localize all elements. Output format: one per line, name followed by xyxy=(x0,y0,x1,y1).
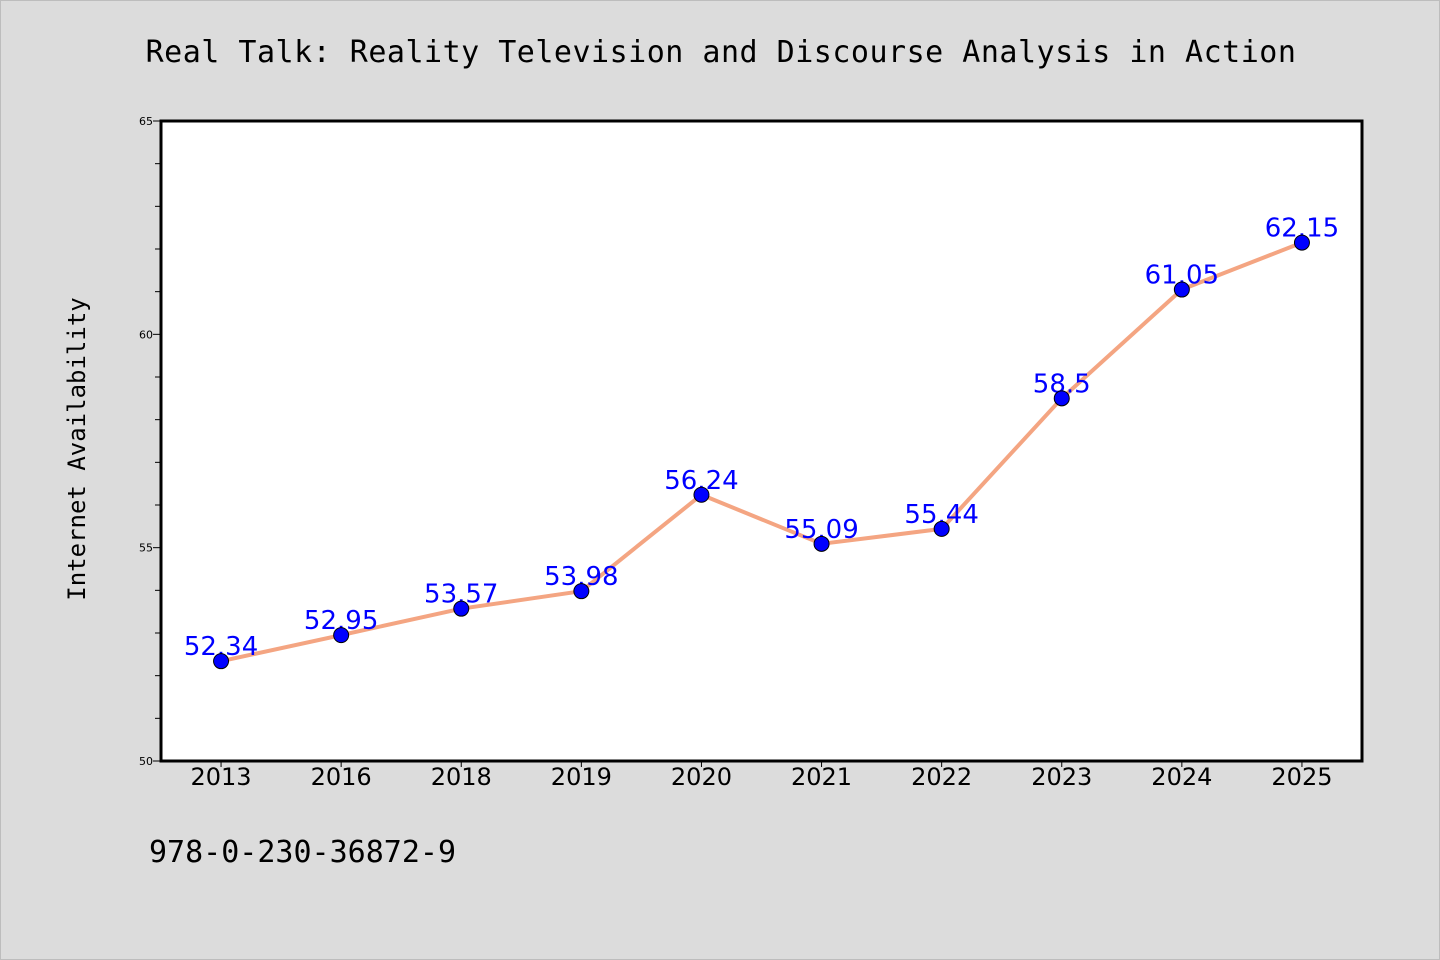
data-point xyxy=(1053,390,1070,407)
y-tick-label: 55 xyxy=(139,542,153,555)
isbn-label: 978-0-230-36872-9 xyxy=(149,835,457,870)
data-point xyxy=(813,535,830,552)
data-point xyxy=(453,600,470,617)
y-tick-label: 50 xyxy=(139,755,153,768)
series-line xyxy=(219,240,1304,664)
x-tick-label: 2022 xyxy=(911,763,972,791)
plot-frame xyxy=(159,119,1364,763)
data-point xyxy=(1173,281,1190,298)
x-tick-label: 2023 xyxy=(1031,763,1092,791)
x-tick-label: 2019 xyxy=(551,763,612,791)
x-tick-label: 2016 xyxy=(311,763,372,791)
data-point xyxy=(933,520,950,537)
data-point xyxy=(333,627,350,644)
data-point xyxy=(213,653,230,670)
data-point xyxy=(1293,234,1310,251)
x-tick-label: 2013 xyxy=(191,763,252,791)
y-axis-label: Internet Availability xyxy=(63,297,91,600)
y-tick-label: 60 xyxy=(139,328,153,341)
x-tick-label: 2018 xyxy=(431,763,492,791)
data-point xyxy=(693,486,710,503)
x-tick-label: 2021 xyxy=(791,763,852,791)
x-tick-label: 2025 xyxy=(1271,763,1332,791)
x-tick-label: 2024 xyxy=(1151,763,1212,791)
y-tick-label: 65 xyxy=(139,115,153,128)
x-tick-label: 2020 xyxy=(671,763,732,791)
chart-title: Real Talk: Reality Television and Discou… xyxy=(145,35,1297,70)
plot-area xyxy=(161,121,1362,761)
data-point xyxy=(573,583,590,600)
